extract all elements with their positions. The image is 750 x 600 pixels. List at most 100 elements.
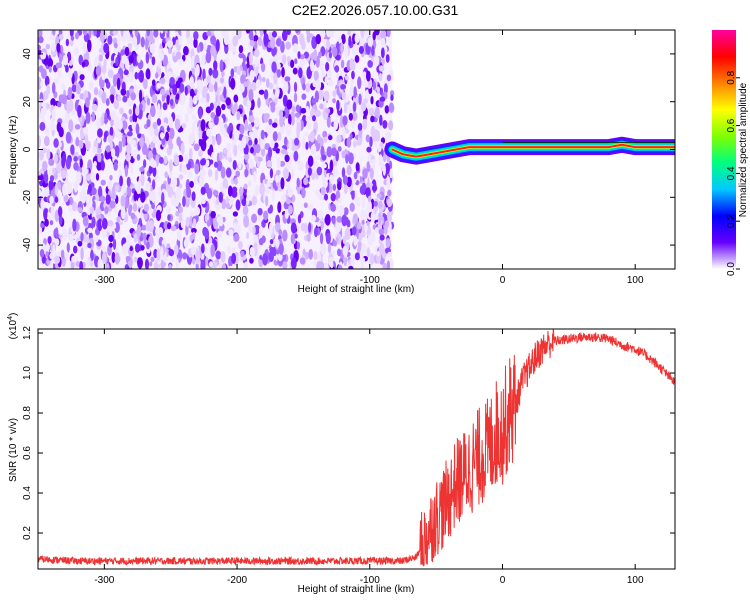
noise-speckle [364, 209, 368, 222]
noise-speckle [278, 109, 284, 119]
noise-speckle [254, 184, 260, 196]
noise-speckle [68, 99, 74, 112]
noise-speckle [343, 246, 348, 258]
noise-speckle [223, 86, 227, 99]
noise-speckle [239, 83, 245, 93]
noise-speckle [270, 103, 276, 113]
noise-speckle [247, 180, 252, 188]
noise-speckle [233, 129, 240, 141]
noise-speckle [161, 192, 165, 205]
noise-speckle [205, 106, 212, 114]
noise-speckle [47, 235, 52, 245]
noise-speckle [304, 222, 308, 234]
spectrogram-x-tick-label: 100 [627, 275, 644, 286]
noise-speckle [153, 260, 159, 269]
snr-y-tick-label: 1.2 [22, 326, 33, 340]
noise-speckle [284, 154, 290, 163]
noise-speckle [208, 67, 213, 76]
noise-speckle [286, 99, 293, 110]
noise-speckle [297, 51, 301, 60]
noise-speckle [54, 153, 58, 164]
noise-speckle [40, 199, 44, 211]
noise-speckle [126, 131, 133, 137]
noise-speckle [65, 157, 71, 170]
noise-speckle [137, 133, 142, 139]
noise-speckle [221, 103, 226, 111]
noise-speckle [49, 175, 55, 182]
noise-speckle [77, 207, 83, 213]
noise-speckle [263, 33, 269, 46]
noise-speckle [360, 209, 365, 221]
colorbar-tick-label: 0.4 [726, 166, 737, 180]
noise-speckle [251, 82, 257, 92]
noise-speckle [202, 226, 208, 237]
noise-speckle [249, 246, 256, 257]
noise-speckle [332, 183, 337, 192]
noise-speckle [159, 77, 166, 85]
noise-speckle [40, 107, 45, 121]
noise-speckle [38, 76, 42, 90]
noise-speckle [318, 51, 322, 59]
noise-speckle [244, 119, 249, 131]
noise-speckle [368, 200, 372, 213]
noise-speckle [38, 36, 44, 44]
noise-speckle [351, 226, 357, 236]
noise-speckle [367, 37, 374, 47]
noise-speckle [298, 67, 303, 79]
noise-speckle [281, 30, 288, 42]
noise-speckle [328, 51, 333, 59]
noise-speckle [167, 47, 173, 55]
noise-speckle [185, 198, 190, 208]
noise-speckle [371, 45, 375, 57]
noise-speckle [252, 128, 259, 141]
noise-speckle [278, 243, 284, 255]
noise-speckle [305, 82, 311, 93]
noise-speckle [347, 30, 353, 36]
noise-speckle [92, 146, 98, 154]
noise-speckle [225, 167, 232, 178]
noise-speckle [122, 30, 128, 38]
noise-speckle [71, 84, 77, 93]
noise-speckle [189, 234, 194, 242]
noise-speckle [136, 54, 141, 64]
noise-speckle [200, 186, 206, 195]
noise-speckle [386, 74, 392, 82]
noise-speckle [233, 144, 238, 157]
noise-speckle [362, 118, 368, 130]
noise-speckle [107, 219, 114, 227]
noise-speckle [265, 195, 269, 207]
noise-speckle [246, 103, 250, 114]
noise-speckle [348, 265, 354, 269]
noise-speckle [378, 242, 385, 256]
noise-speckle [357, 241, 362, 248]
noise-speckle [235, 170, 241, 178]
noise-speckle [342, 126, 346, 140]
noise-speckle [87, 242, 92, 249]
noise-speckle [278, 228, 283, 236]
noise-speckle [215, 250, 222, 260]
noise-speckle [134, 71, 139, 80]
noise-speckle [53, 138, 59, 148]
noise-speckle [121, 120, 128, 130]
snr-x-tick-label: -300 [94, 575, 114, 586]
noise-speckle [330, 262, 334, 269]
noise-speckle [271, 122, 278, 128]
noise-speckle [112, 238, 117, 250]
noise-speckle [348, 35, 352, 47]
noise-speckle [276, 169, 281, 176]
noise-speckle [79, 260, 84, 269]
noise-speckle [214, 169, 219, 181]
noise-speckle [254, 117, 260, 128]
noise-speckle [216, 230, 223, 239]
noise-speckle [168, 142, 174, 150]
noise-speckle [261, 76, 266, 83]
noise-speckle [72, 245, 78, 254]
noise-speckle [205, 51, 212, 64]
noise-speckle [288, 204, 293, 215]
noise-speckle [390, 94, 394, 102]
noise-speckle [228, 229, 234, 237]
noise-speckle [315, 34, 322, 45]
noise-speckle [159, 88, 166, 96]
noise-speckle [255, 143, 261, 154]
snr-y-tick-label: 1.0 [22, 366, 33, 380]
